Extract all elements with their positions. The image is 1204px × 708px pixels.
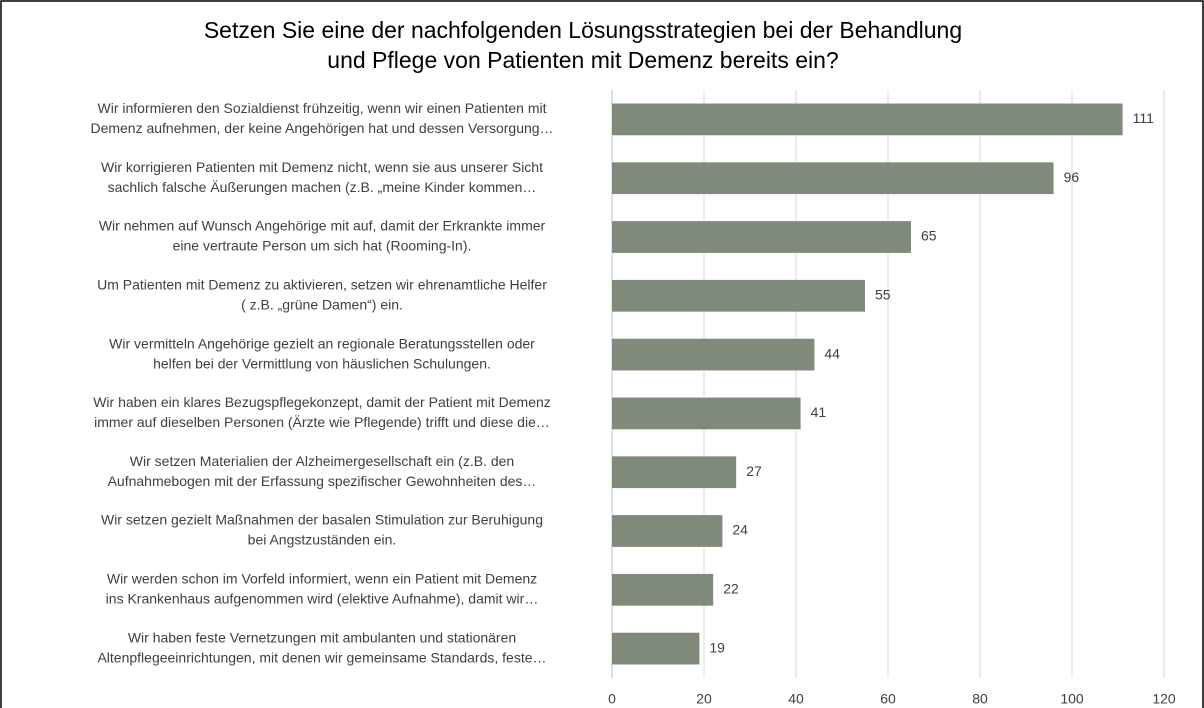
data-label: 65 [921, 228, 937, 244]
y-tick-label: Wir vermitteln Angehörige gezielt an reg… [109, 335, 535, 351]
y-tick-label: ins Krankenhaus aufgenommen wird (elekti… [106, 591, 539, 607]
bar [612, 103, 1123, 136]
bar [612, 397, 801, 430]
data-label: 41 [811, 404, 827, 420]
y-tick-label: helfen bei der Vermittlung von häusliche… [153, 355, 491, 371]
y-tick-label: Demenz aufnehmen, der keine Angehörigen … [90, 120, 553, 136]
y-tick-label: Wir setzen Materialien der Alzheimergese… [130, 453, 514, 469]
data-label: 24 [732, 522, 748, 538]
bar [612, 338, 815, 371]
x-tick-label: 80 [972, 691, 988, 707]
bar [612, 221, 911, 253]
y-tick-label: bei Angstzuständen ein. [248, 532, 397, 548]
bar [612, 279, 865, 312]
y-tick-label: Wir haben ein klares Bezugspflegekonzept… [93, 394, 551, 410]
bar [612, 632, 700, 665]
y-tick-label: immer auf dieselben Personen (Ärzte wie … [94, 414, 550, 430]
y-tick-label: Aufnahmebogen mit der Erfassung spezifis… [108, 473, 537, 489]
data-label: 19 [709, 639, 725, 655]
bar [612, 162, 1054, 195]
bar [612, 515, 723, 547]
data-label: 27 [746, 463, 762, 479]
y-tick-label: Wir korrigieren Patienten mit Demenz nic… [101, 159, 543, 175]
x-tick-label: 40 [788, 691, 804, 707]
data-label: 111 [1133, 110, 1154, 126]
y-tick-label: Wir setzen gezielt Maßnahmen der basalen… [101, 512, 543, 528]
data-label: 55 [875, 287, 891, 303]
y-tick-label: Wir nehmen auf Wunsch Angehörige mit auf… [99, 218, 546, 234]
chart-title: Setzen Sie eine der nachfolgenden Lösung… [204, 17, 962, 43]
data-label: 96 [1064, 169, 1080, 185]
bar [612, 456, 737, 489]
y-tick-label: Altenpflegeeinrichtungen, mit denen wir … [97, 649, 546, 665]
x-tick-label: 120 [1152, 691, 1176, 707]
chart-title: und Pflege von Patienten mit Demenz bere… [327, 47, 838, 73]
data-label: 22 [723, 581, 739, 597]
data-label: 44 [824, 345, 840, 361]
y-tick-label: ( z.B. „grüne Damen“) ein. [241, 297, 403, 313]
y-tick-label: Wir werden schon im Vorfeld informiert, … [107, 571, 537, 587]
x-tick-label: 60 [880, 691, 896, 707]
x-tick-label: 100 [1060, 691, 1084, 707]
y-tick-label: Wir haben feste Vernetzungen mit ambulan… [128, 629, 516, 645]
bar [612, 573, 714, 606]
x-tick-label: 20 [696, 691, 712, 707]
y-tick-label: sachlich falsche Äußerungen machen (z.B.… [108, 179, 537, 195]
y-tick-label: Wir informieren den Sozialdienst frühzei… [98, 100, 547, 116]
y-tick-label: eine vertraute Person um sich hat (Roomi… [173, 238, 472, 254]
y-tick-label: Um Patienten mit Demenz zu aktivieren, s… [97, 277, 547, 293]
x-tick-label: 0 [608, 691, 616, 707]
